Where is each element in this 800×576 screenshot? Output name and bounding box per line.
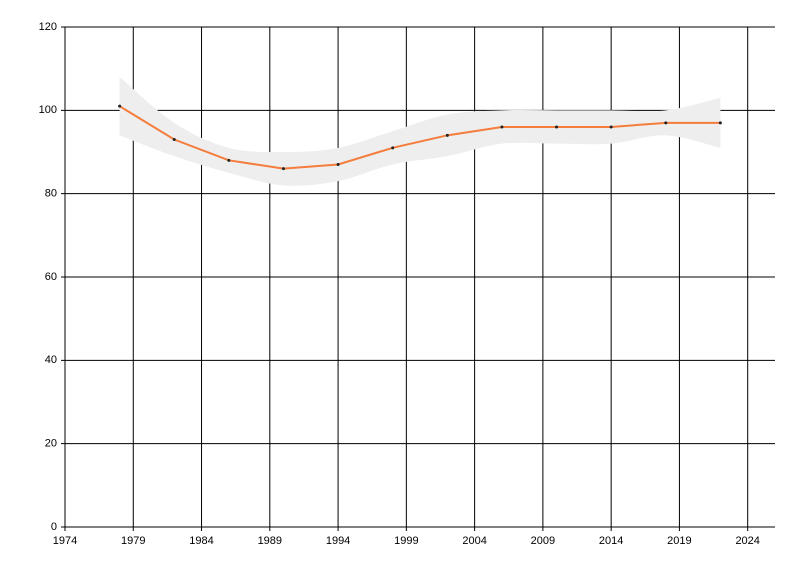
x-tick-label: 2014: [599, 535, 623, 547]
y-tick-label: 20: [45, 438, 57, 450]
point: [281, 167, 285, 171]
point: [118, 104, 122, 108]
point: [445, 133, 449, 137]
y-tick-label: 100: [39, 104, 57, 116]
y-tick-label: 120: [39, 21, 57, 33]
x-tick-label: 2024: [735, 535, 759, 547]
x-tick-label: 1994: [326, 535, 350, 547]
point: [718, 121, 722, 125]
x-tick-label: 1974: [53, 535, 77, 547]
x-tick-label: 1984: [189, 535, 213, 547]
x-tick-label: 1999: [394, 535, 418, 547]
confidence-band: [119, 77, 721, 186]
x-tick-label: 1979: [121, 535, 145, 547]
x-tick-label: 2019: [667, 535, 691, 547]
point: [609, 125, 613, 129]
x-tick-label: 1989: [258, 535, 282, 547]
x-tick-label: 2009: [531, 535, 555, 547]
series-line: [119, 105, 721, 170]
point: [664, 121, 668, 125]
point: [555, 125, 559, 129]
y-tick-label: 80: [45, 188, 57, 200]
y-tick-label: 60: [45, 271, 57, 283]
y-tick-label: 40: [45, 354, 57, 366]
point: [500, 125, 504, 129]
point: [336, 163, 340, 166]
point: [227, 158, 231, 162]
x-tick-label: 2004: [462, 535, 486, 547]
y-tick-label: 0: [51, 521, 57, 533]
point: [172, 138, 176, 141]
point: [391, 146, 395, 150]
